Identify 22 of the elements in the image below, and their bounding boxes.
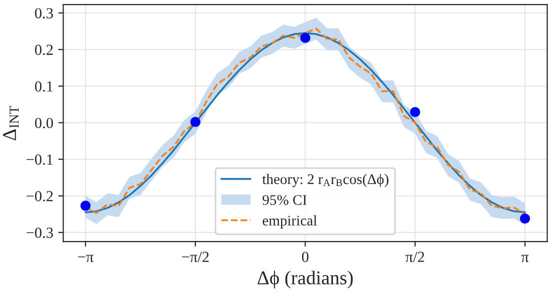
x-tick-label: 0 (302, 252, 308, 262)
y-tick-label: −0.1 (26, 154, 53, 165)
legend-label: 95% CI (262, 195, 307, 205)
x-axis-title: Δϕ (radians) (258, 270, 353, 288)
point (300, 32, 310, 43)
point (190, 116, 200, 128)
point (520, 213, 530, 224)
x-tick-label: −π/2 (182, 252, 209, 262)
point (80, 200, 91, 211)
y-tick-label: −0.3 (26, 228, 53, 238)
x-tick-label: −π (78, 254, 94, 262)
y-tick-label: −0.2 (26, 191, 53, 202)
y-tick-label: 0.0 (35, 118, 53, 128)
y-tick-label: 0.2 (35, 44, 53, 56)
point (410, 107, 420, 118)
y-tick-label: 0.1 (35, 81, 53, 92)
legend-label: theory: 2 r$_{A}$r$_{B}$cos(Δϕ) (262, 174, 388, 188)
x-tick-label: π (521, 254, 529, 262)
y-tick-label: 0.3 (35, 8, 53, 18)
y-axis-title: Δ$_{INT}$ (3, 106, 19, 140)
x-tick-label: π/2 (406, 252, 424, 262)
legend-label: empirical (262, 215, 317, 228)
